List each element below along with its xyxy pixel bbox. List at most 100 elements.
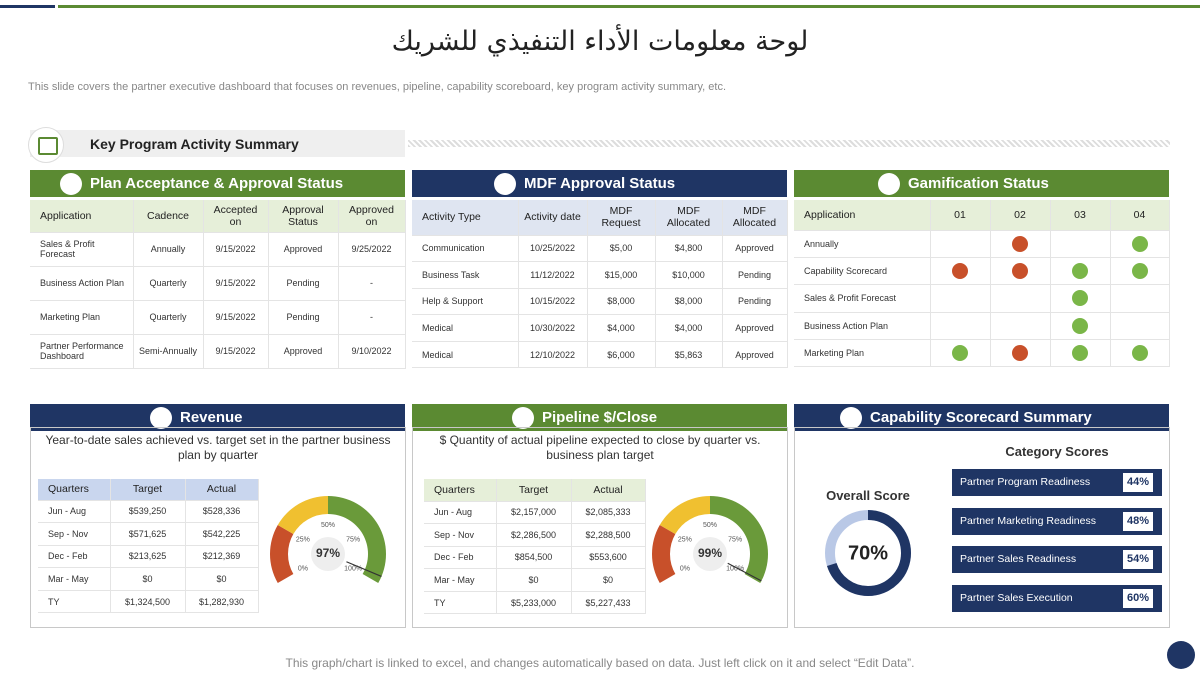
column-header: Target <box>110 479 186 501</box>
status-dot <box>1131 263 1148 280</box>
status-dot <box>1072 345 1088 362</box>
table-cell <box>1050 284 1111 313</box>
table-cell: 9/25/2022 <box>338 232 406 267</box>
table-cell: 9/15/2022 <box>203 232 269 267</box>
table-cell: Partner Performance Dashboard <box>30 334 134 369</box>
section-bar <box>30 130 405 157</box>
table-row: Dec - Feb $854,500 $553,600 <box>424 546 646 570</box>
data-table: Application 01 02 03 04 Annually Capability Sc… <box>794 200 1170 368</box>
table-cell: Help & Support <box>412 288 519 316</box>
gauge-tick-label: 25% <box>678 536 692 543</box>
table-row: Marketing Plan <box>794 339 1170 368</box>
table-cell: $0 <box>110 567 186 591</box>
table-cell: 11/12/2022 <box>518 261 588 289</box>
column-header: Approval Status <box>268 200 339 233</box>
table-cell: Pending <box>268 300 339 335</box>
gauge-tick-label: 75% <box>346 536 360 543</box>
category-bar: Partner Marketing Readiness 48% <box>952 507 1162 535</box>
table-row: Business Action Plan Quarterly 9/15/2022 Pe… <box>30 266 406 301</box>
table-cell: Quarterly <box>133 300 204 335</box>
header-row: Quarters Target Actual <box>424 479 646 502</box>
table-row: Sep - Nov $2,286,500 $2,288,500 <box>424 523 646 547</box>
table-cell: Approved <box>722 341 788 369</box>
page-dot <box>1167 641 1195 669</box>
table-cell <box>930 339 991 368</box>
header-row: Application Cadence Accepted on Approval St… <box>30 200 406 233</box>
table-row: Medical 12/10/2022 $6,000 $5,863 Approved <box>412 341 788 369</box>
table-cell: Quarterly <box>133 266 204 301</box>
table-cell: $528,336 <box>185 500 259 524</box>
table-cell: $212,369 <box>185 545 259 569</box>
column-header: Actual <box>571 479 646 502</box>
section-icon <box>28 127 64 163</box>
table-cell <box>990 284 1051 313</box>
header-row: Application 01 02 03 04 <box>794 200 1170 231</box>
table-cell: Approved <box>268 232 339 267</box>
table-cell: Business Action Plan <box>794 312 931 341</box>
panel-title: Capability Scorecard Summary <box>870 409 1092 426</box>
table-cell <box>1110 312 1170 341</box>
data-table: Application Cadence Accepted on Approval St… <box>30 200 406 369</box>
data-table: Activity Type Activity date MDF Request MDF… <box>412 200 788 369</box>
table-cell: $0 <box>571 568 646 592</box>
table-cell: Annually <box>133 232 204 267</box>
table-cell: $2,085,333 <box>571 501 646 525</box>
table-cell <box>1110 339 1170 368</box>
panel-header: Capability Scorecard Summary <box>794 404 1169 431</box>
footer-note: This graph/chart is linked to excel, and… <box>285 656 915 670</box>
gauge-band <box>652 525 676 583</box>
table-row: TY $1,324,500 $1,282,930 <box>38 590 259 614</box>
gauge-value: 99% <box>698 546 722 560</box>
table-cell: Sep - Nov <box>38 522 111 546</box>
column-header: Cadence <box>133 200 204 233</box>
title: لوحة معلومات الأداء التنفيذي للشريك <box>391 26 809 57</box>
table-cell: $1,324,500 <box>110 590 186 614</box>
table-cell: Pending <box>722 288 788 316</box>
table-cell: 10/25/2022 <box>518 235 588 263</box>
gauge-tick-label: 50% <box>703 522 717 529</box>
table-cell: $5,00 <box>587 235 656 263</box>
table-cell <box>1110 257 1170 286</box>
table-cell: $213,625 <box>110 545 186 569</box>
column-header: Target <box>496 479 572 502</box>
table-cell: $8,000 <box>587 288 656 316</box>
gauge: 0% 25% 50% 75% 100% 97% <box>270 496 386 583</box>
donut-value: 70% <box>848 542 888 564</box>
table-cell: $15,000 <box>587 261 656 289</box>
table-cell: TY <box>424 591 497 615</box>
table-cell <box>990 339 1051 368</box>
table-cell: Approved <box>722 314 788 342</box>
gauge-tick-label: 75% <box>728 536 742 543</box>
column-header: 04 <box>1110 200 1170 231</box>
table-row: TY $5,233,000 $5,227,433 <box>424 591 646 615</box>
gauge-tick-label: 25% <box>296 536 310 543</box>
table-cell: Communication <box>412 235 519 263</box>
top-bar <box>0 5 55 8</box>
table-cell: Sep - Nov <box>424 523 497 547</box>
table-cell <box>930 284 991 313</box>
category-score: 60% <box>1123 588 1153 608</box>
table-cell: Mar - May <box>424 568 497 592</box>
panel-body <box>412 427 788 628</box>
table-cell <box>1110 284 1170 313</box>
table-cell: Sales & Profit Forecast <box>794 284 931 313</box>
header-row: Activity Type Activity date MDF Request MDF… <box>412 200 788 236</box>
column-header: MDF Allocated <box>655 200 723 236</box>
column-header: Actual <box>185 479 259 501</box>
table-row: Communication 10/25/2022 $5,00 $4,800 Approv… <box>412 235 788 263</box>
table-row: Medical 10/30/2022 $4,000 $4,000 Approved <box>412 314 788 342</box>
category-name: Partner Sales Readiness <box>960 553 1077 565</box>
table-cell <box>990 312 1051 341</box>
table-cell: Capability Scorecard <box>794 257 931 286</box>
table-row: Dec - Feb $213,625 $212,369 <box>38 545 259 569</box>
table-cell: $6,000 <box>587 341 656 369</box>
table-cell <box>1110 230 1170 258</box>
gauge-tick-label: 0% <box>298 565 308 572</box>
table-cell: $0 <box>185 567 259 591</box>
column-header: Quarters <box>38 479 111 501</box>
table-cell: 10/30/2022 <box>518 314 588 342</box>
panel-header: Plan Acceptance & Approval Status <box>30 170 405 197</box>
column-header: Application <box>30 200 134 233</box>
table-cell: Dec - Feb <box>424 546 497 570</box>
